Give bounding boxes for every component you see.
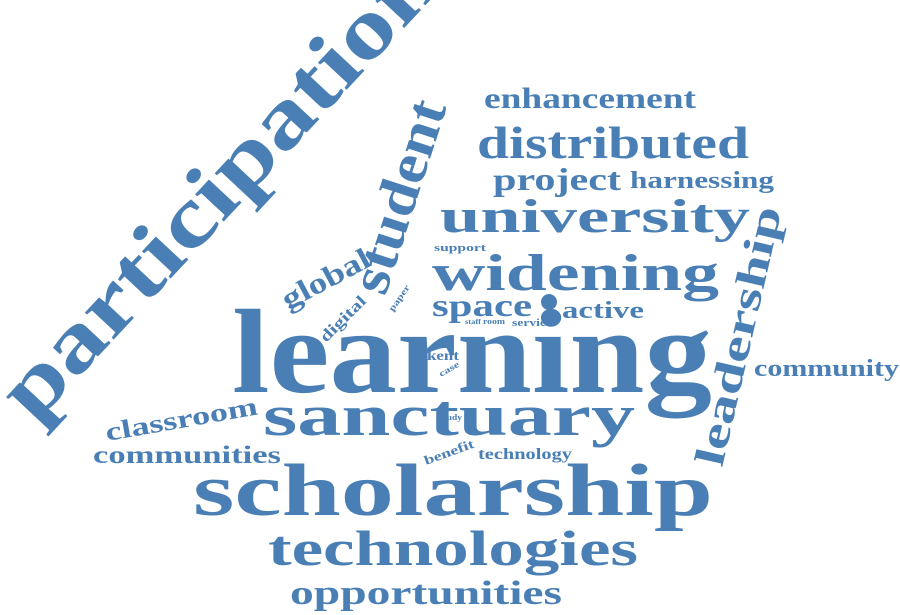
word-room: room [483, 317, 505, 326]
word-kent: kent [427, 349, 459, 364]
word-active: active [562, 298, 644, 324]
word-technologies: technologies [268, 520, 638, 576]
word-space: space [432, 287, 532, 323]
word-communities: communities [93, 442, 281, 469]
word-opportunities: opportunities [290, 575, 562, 612]
word-staff: staff [465, 318, 482, 326]
word-support: support [434, 242, 486, 254]
word-enhancement: enhancement [484, 82, 696, 115]
word-project: project [493, 161, 621, 197]
word-classroom: classroom [103, 392, 260, 447]
word-harnessing: harnessing [630, 168, 774, 194]
word-service: service [512, 318, 553, 329]
word-scholarship: scholarship [193, 450, 713, 532]
word-community: community [754, 356, 899, 382]
dot-mark [541, 294, 557, 310]
word-widening: widening [432, 245, 719, 302]
word-learning: learning [232, 285, 712, 419]
word-university: university [440, 190, 750, 243]
word-technology: technology [478, 446, 572, 463]
word-study: study [440, 413, 462, 422]
word-sanctuary: sanctuary [263, 383, 635, 448]
word-distributed: distributed [477, 118, 749, 168]
